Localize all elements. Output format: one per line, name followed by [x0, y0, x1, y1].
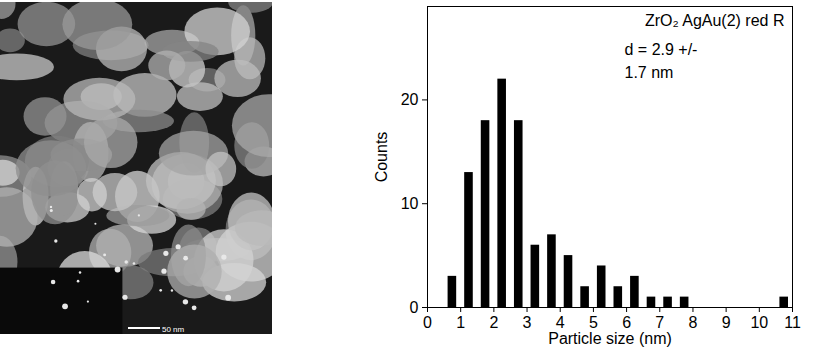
svg-text:ZrO₂ AgAu(2) red R: ZrO₂ AgAu(2) red R	[645, 12, 785, 29]
svg-text:50 nm: 50 nm	[162, 325, 185, 334]
svg-text:7: 7	[655, 314, 664, 331]
svg-text:10: 10	[750, 314, 768, 331]
svg-text:10: 10	[401, 195, 419, 212]
svg-text:d = 2.9 +/-1.7 nm: d = 2.9 +/-1.7 nm	[625, 41, 698, 81]
svg-text:4: 4	[556, 314, 565, 331]
svg-text:Particle size (nm): Particle size (nm)	[548, 330, 672, 347]
svg-text:5: 5	[589, 314, 598, 331]
svg-text:1: 1	[456, 314, 465, 331]
svg-text:8: 8	[689, 314, 698, 331]
svg-text:9: 9	[722, 314, 731, 331]
svg-text:0: 0	[410, 299, 419, 316]
svg-text:3: 3	[523, 314, 532, 331]
svg-text:Counts: Counts	[373, 132, 390, 183]
svg-text:11: 11	[784, 314, 801, 331]
svg-text:0: 0	[423, 314, 432, 331]
svg-text:20: 20	[401, 91, 419, 108]
svg-text:2: 2	[489, 314, 498, 331]
svg-text:6: 6	[622, 314, 631, 331]
